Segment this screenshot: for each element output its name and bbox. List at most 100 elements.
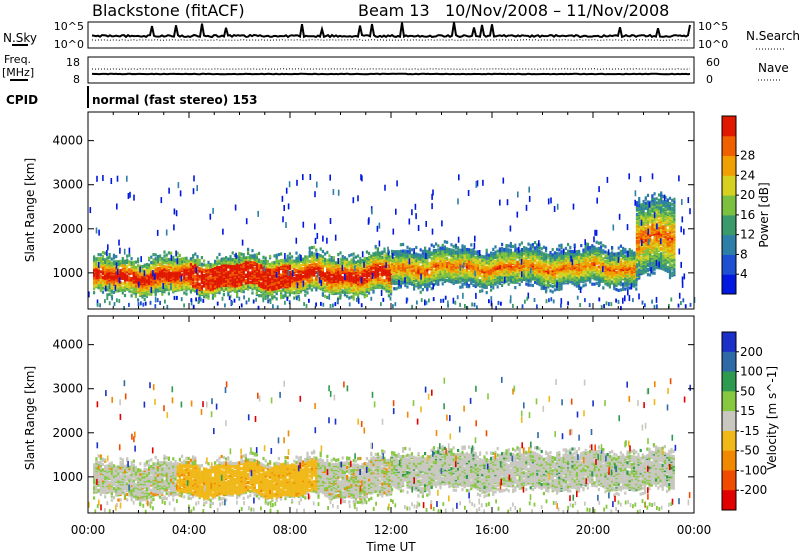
power-echo-cell bbox=[560, 278, 563, 282]
power-echo-cell bbox=[437, 244, 440, 248]
power-echo-cell bbox=[134, 275, 137, 279]
power-echo-cell bbox=[132, 283, 135, 287]
power-echo-cell bbox=[531, 283, 534, 288]
power-echo-cell bbox=[269, 262, 272, 266]
power-echo-cell bbox=[236, 263, 239, 267]
power-echo-cell bbox=[368, 255, 371, 259]
power-echo-cell bbox=[319, 259, 322, 263]
power-echo-cell bbox=[542, 264, 545, 268]
power-echo-cell bbox=[417, 257, 420, 261]
power-echo-cell bbox=[485, 265, 488, 270]
power-echo-cell bbox=[441, 276, 444, 281]
power-echo-cell bbox=[381, 265, 384, 269]
power-echo-cell bbox=[492, 251, 495, 255]
power-echo-cell bbox=[306, 255, 309, 259]
power-echo-cell bbox=[439, 274, 442, 278]
power-echo-cell bbox=[372, 252, 375, 256]
power-echo-cell bbox=[512, 280, 515, 284]
power-echo-cell bbox=[222, 257, 225, 261]
power-echo-cell bbox=[308, 283, 311, 287]
power-echo-cell bbox=[536, 265, 539, 270]
power-echo-cell bbox=[161, 290, 164, 294]
power-echo-cell bbox=[207, 263, 210, 267]
power-echo-cell bbox=[209, 290, 212, 294]
power-echo-cell bbox=[209, 276, 212, 280]
power-echo-cell bbox=[485, 284, 488, 288]
power-echo-cell bbox=[413, 260, 416, 265]
power-echo-cell bbox=[468, 283, 471, 287]
power-echo-cell bbox=[406, 245, 409, 249]
power-echo-cell bbox=[317, 276, 320, 281]
power-echo-cell bbox=[580, 262, 583, 266]
power-echo-cell bbox=[101, 261, 105, 265]
power-echo-cell bbox=[536, 260, 539, 264]
power-echo-cell bbox=[269, 285, 272, 289]
nsearch-trace bbox=[91, 39, 691, 41]
power-echo-cell bbox=[406, 268, 409, 272]
power-echo-cell bbox=[459, 253, 462, 258]
power-echo-cell bbox=[461, 253, 464, 257]
power-echo-cell bbox=[231, 280, 234, 284]
power-echo-cell bbox=[185, 292, 188, 296]
power-echo-cell bbox=[130, 257, 133, 261]
power-echo-cell bbox=[189, 269, 192, 273]
power-echo-cell bbox=[443, 240, 446, 244]
power-echo-cell bbox=[288, 256, 291, 260]
power-echo-cell bbox=[393, 259, 396, 263]
power-echo-cell bbox=[567, 278, 570, 282]
power-echo-cell bbox=[110, 279, 113, 284]
power-echo-cell bbox=[461, 282, 464, 286]
power-echo-cell bbox=[249, 254, 252, 258]
power-echo-cell bbox=[391, 274, 394, 279]
power-echo-cell bbox=[244, 273, 247, 277]
nsearch-tick-top: 10^5 bbox=[698, 20, 728, 33]
power-echo-cell bbox=[167, 279, 170, 283]
power-echo-cell bbox=[343, 293, 346, 297]
power-echo-cell bbox=[137, 257, 140, 261]
power-echo-cell bbox=[332, 258, 335, 262]
power-echo-cell bbox=[187, 259, 190, 263]
power-echo-cell bbox=[459, 276, 462, 280]
power-echo-cell bbox=[446, 240, 449, 244]
power-echo-cell bbox=[280, 252, 283, 256]
power-echo-cell bbox=[410, 248, 413, 252]
power-echo-cell bbox=[163, 284, 166, 289]
power-echo-cell bbox=[426, 274, 429, 279]
power-echo-cell bbox=[229, 269, 232, 273]
power-echo-cell bbox=[363, 295, 366, 299]
power-echo-cell bbox=[200, 290, 203, 294]
power-echo-cell bbox=[291, 259, 294, 263]
power-echo-cell bbox=[249, 280, 252, 284]
power-echo-cell bbox=[280, 293, 283, 297]
power-echo-cell bbox=[97, 257, 100, 261]
power-echo-cell bbox=[280, 273, 283, 277]
power-echo-cell bbox=[194, 265, 197, 269]
power-echo-cell bbox=[240, 256, 243, 260]
power-echo-cell bbox=[295, 268, 298, 272]
power-echo-cell bbox=[487, 261, 490, 265]
power-echo-cell bbox=[203, 263, 206, 267]
power-echo-cell bbox=[203, 289, 206, 293]
power-echo-cell bbox=[424, 262, 427, 266]
power-echo-cell bbox=[324, 285, 327, 289]
power-echo-cell bbox=[284, 261, 287, 265]
power-echo-cell bbox=[490, 256, 493, 260]
power-echo-cell bbox=[119, 286, 122, 290]
power-echo-cell bbox=[496, 269, 499, 273]
power-echo-cell bbox=[569, 245, 572, 249]
power-echo-cell bbox=[571, 267, 574, 271]
power-echo-cell bbox=[529, 283, 532, 287]
power-echo-cell bbox=[324, 272, 327, 276]
power-echo-cell bbox=[415, 282, 418, 287]
power-echo-cell bbox=[170, 271, 173, 275]
power-echo-cell bbox=[159, 266, 162, 270]
power-echo-cell bbox=[399, 274, 402, 279]
power-echo-cell bbox=[150, 266, 153, 270]
power-echo-cell bbox=[154, 257, 157, 261]
power-echo-cell bbox=[137, 287, 140, 292]
power-echo-cell bbox=[126, 265, 129, 269]
power-echo-cell bbox=[99, 274, 102, 278]
power-echo-cell bbox=[130, 290, 133, 294]
power-echo-cell bbox=[196, 277, 199, 281]
power-echo-cell bbox=[387, 254, 390, 258]
